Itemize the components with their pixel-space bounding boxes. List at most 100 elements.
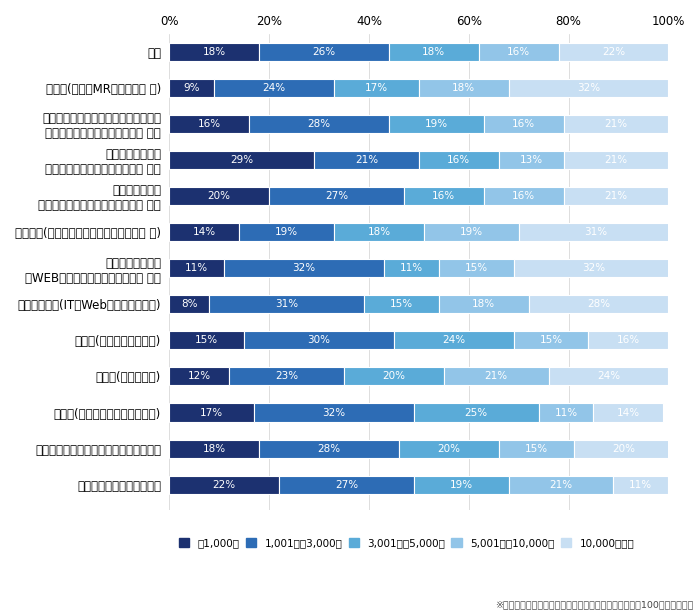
Bar [419, 79, 509, 97]
Bar [169, 79, 214, 97]
Text: 18%: 18% [422, 46, 445, 57]
Bar [169, 476, 279, 493]
Bar [404, 187, 484, 205]
Bar [573, 440, 673, 458]
Text: 20%: 20% [208, 191, 231, 201]
Text: 20%: 20% [612, 443, 635, 454]
Bar [344, 367, 444, 386]
Bar [169, 440, 259, 458]
Bar [209, 295, 364, 314]
Bar [334, 79, 419, 97]
Text: 28%: 28% [307, 119, 330, 129]
Bar [414, 403, 538, 422]
Bar [169, 151, 314, 169]
Bar [549, 367, 668, 386]
Text: 17%: 17% [365, 83, 388, 93]
Bar [169, 367, 229, 386]
Text: 21%: 21% [355, 155, 378, 165]
Bar [169, 115, 249, 133]
Bar [528, 295, 668, 314]
Bar [169, 43, 259, 60]
Text: 21%: 21% [550, 479, 573, 490]
Text: 15%: 15% [390, 300, 413, 309]
Text: 27%: 27% [325, 191, 348, 201]
Text: 24%: 24% [262, 83, 286, 93]
Bar [259, 440, 399, 458]
Text: 21%: 21% [604, 119, 627, 129]
Text: 15%: 15% [540, 336, 563, 345]
Bar [498, 151, 564, 169]
Text: 11%: 11% [629, 479, 652, 490]
Text: 8%: 8% [181, 300, 197, 309]
Text: 26%: 26% [312, 46, 335, 57]
Text: 19%: 19% [449, 479, 473, 490]
Bar [414, 476, 509, 493]
Bar [229, 367, 344, 386]
Text: 29%: 29% [230, 155, 253, 165]
Text: 13%: 13% [519, 155, 542, 165]
Text: 15%: 15% [524, 443, 547, 454]
Text: 9%: 9% [183, 83, 200, 93]
Bar [538, 403, 594, 422]
Bar [439, 295, 528, 314]
Text: 16%: 16% [432, 191, 455, 201]
Text: 25%: 25% [465, 407, 488, 417]
Bar [394, 331, 514, 350]
Bar [389, 43, 479, 60]
Text: ※小数点以下を四捨五入しているため、必ずしも合計が100にならない。: ※小数点以下を四捨五入しているため、必ずしも合計が100にならない。 [495, 600, 693, 609]
Text: 15%: 15% [195, 336, 218, 345]
Bar [169, 223, 239, 241]
Text: 28%: 28% [587, 300, 610, 309]
Bar [564, 151, 668, 169]
Bar [424, 223, 519, 241]
Bar [589, 331, 668, 350]
Text: 18%: 18% [472, 300, 496, 309]
Text: 15%: 15% [465, 263, 488, 273]
Text: 22%: 22% [213, 479, 236, 490]
Bar [249, 115, 389, 133]
Text: 14%: 14% [617, 407, 640, 417]
Text: 24%: 24% [597, 371, 620, 381]
Bar [269, 187, 404, 205]
Text: 21%: 21% [604, 155, 627, 165]
Text: 11%: 11% [400, 263, 423, 273]
Text: 16%: 16% [447, 155, 470, 165]
Text: 17%: 17% [200, 407, 223, 417]
Bar [564, 187, 668, 205]
Bar [498, 440, 573, 458]
Bar [169, 403, 254, 422]
Bar [613, 476, 668, 493]
Text: 22%: 22% [602, 46, 625, 57]
Bar [514, 331, 589, 350]
Text: 19%: 19% [425, 119, 448, 129]
Text: 32%: 32% [293, 263, 316, 273]
Bar [384, 259, 439, 277]
Text: 18%: 18% [203, 443, 226, 454]
Bar [169, 259, 224, 277]
Text: 18%: 18% [368, 227, 391, 237]
Text: 20%: 20% [382, 371, 405, 381]
Bar [594, 403, 664, 422]
Text: 16%: 16% [512, 191, 536, 201]
Text: 16%: 16% [507, 46, 530, 57]
Text: 18%: 18% [203, 46, 226, 57]
Bar [259, 43, 389, 60]
Text: 30%: 30% [307, 336, 330, 345]
Text: 24%: 24% [442, 336, 466, 345]
Text: 31%: 31% [275, 300, 298, 309]
Text: 21%: 21% [484, 371, 508, 381]
Bar [399, 440, 498, 458]
Text: 32%: 32% [582, 263, 605, 273]
Bar [444, 367, 549, 386]
Text: 19%: 19% [460, 227, 483, 237]
Bar [419, 151, 498, 169]
Bar [169, 187, 269, 205]
Bar [514, 259, 673, 277]
Text: 32%: 32% [577, 83, 600, 93]
Text: 18%: 18% [452, 83, 475, 93]
Text: 21%: 21% [604, 191, 627, 201]
Bar [564, 115, 668, 133]
Bar [224, 259, 384, 277]
Text: 16%: 16% [512, 119, 536, 129]
Text: 23%: 23% [275, 371, 298, 381]
